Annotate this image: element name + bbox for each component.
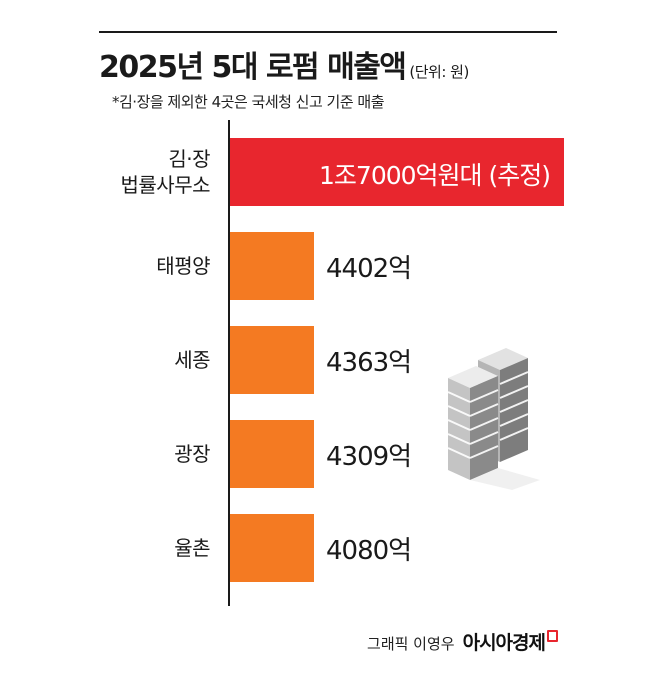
data-label-1: 4402억: [326, 254, 412, 284]
category-label-0-line-1: 법률사무소: [120, 173, 211, 197]
building-shadow: [470, 468, 540, 490]
credit-text: 그래픽 이영우: [367, 635, 455, 653]
chart-note: *김·장을 제외한 4곳은 국세청 신고 기준 매출: [112, 93, 385, 111]
title-text: 2025년 5대 로펌 매출액: [99, 50, 407, 85]
category-label-3-line-0: 광장: [174, 442, 210, 466]
data-label-4: 4080억: [326, 536, 412, 566]
category-label-4: 율촌: [174, 535, 210, 561]
category-label-2-line-0: 세종: [174, 348, 210, 372]
y-axis-line: [228, 120, 230, 606]
top-rule: [99, 31, 557, 33]
bar-4: [230, 514, 314, 582]
chart-title: 2025년 5대 로펌 매출액 (단위: 원): [99, 42, 469, 86]
category-label-0-line-0: 김·장: [168, 147, 210, 171]
brand-logo: 아시아경제: [462, 632, 546, 654]
category-label-0: 김·장 법률사무소: [121, 146, 211, 198]
data-label-0: 1조7000억원대 (추정): [319, 161, 551, 190]
data-label-2: 4363억: [326, 348, 412, 378]
category-label-3: 광장: [174, 441, 210, 467]
building-front-top: [448, 366, 498, 388]
category-label-2: 세종: [174, 347, 210, 373]
bar-1: [230, 232, 314, 300]
credit-line: 그래픽 이영우 아시아경제: [367, 628, 558, 655]
category-label-1: 태평양: [156, 253, 210, 279]
data-label-3: 4309억: [326, 442, 412, 472]
category-label-1-line-0: 태평양: [156, 254, 210, 278]
unit-label: (단위: 원): [409, 63, 469, 81]
brand-mark-icon: [547, 630, 558, 642]
bar-3: [230, 420, 314, 488]
building-back-top: [478, 348, 528, 370]
bar-0: [230, 138, 564, 206]
category-label-4-line-0: 율촌: [174, 536, 210, 560]
office-buildings-icon: [447, 348, 540, 490]
bar-2: [230, 326, 314, 394]
